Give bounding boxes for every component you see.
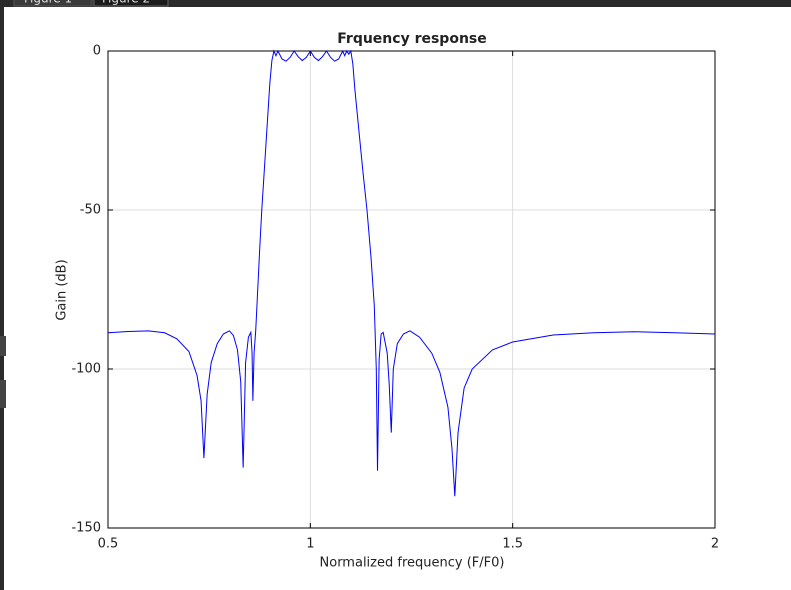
x-tick-label: 0.5	[98, 537, 119, 552]
tab-label[interactable]: Figure 1	[24, 0, 72, 6]
left-edge	[0, 7, 4, 590]
y-tick-label: -150	[71, 521, 101, 536]
x-tick-label: 1	[306, 537, 314, 552]
left-edge	[0, 336, 6, 356]
axes-box	[107, 50, 716, 529]
y-tick-label: -50	[80, 203, 101, 218]
x-tick-label: 1.5	[502, 537, 523, 552]
plot-area: 0.5 1 1.5 2 -150 -100 -50 0	[71, 44, 719, 552]
x-axis-label: Normalized frequency (F/F0)	[320, 556, 505, 571]
tab-bar	[0, 0, 791, 7]
y-tick-label: 0	[93, 44, 101, 59]
tab[interactable]	[13, 0, 93, 7]
left-edge	[0, 380, 6, 408]
tab[interactable]	[93, 0, 169, 7]
y-tick-label: -100	[71, 362, 101, 377]
y-axis-label: Gain (dB)	[55, 259, 70, 320]
x-tick-label: 2	[711, 537, 719, 552]
tab-label[interactable]: Figure 2	[102, 0, 150, 6]
response-line	[107, 49, 716, 497]
chart-title: Frquency response	[337, 31, 487, 47]
